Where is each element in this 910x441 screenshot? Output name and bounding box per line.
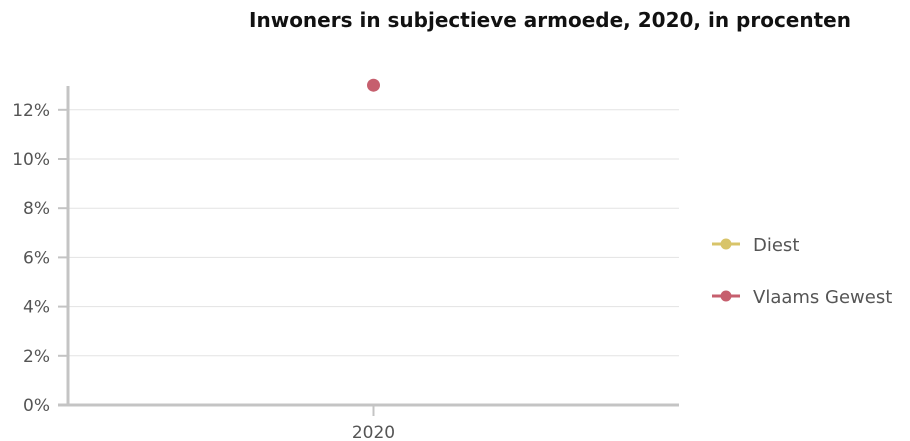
y-tick-label: 6% (23, 248, 50, 268)
data-points (367, 78, 380, 92)
chart-title: Inwoners in subjectieve armoede, 2020, i… (249, 8, 851, 32)
gridlines (68, 109, 679, 357)
y-axis-ticks: 0% 2% 4% 6% 8% 10% 12% (12, 101, 68, 416)
legend-item-vlaams-gewest[interactable]: Vlaams Gewest (712, 287, 892, 308)
x-axis-ticks: 2020 (352, 405, 395, 441)
y-tick-label: 2% (23, 347, 50, 367)
y-tick-label: 10% (12, 150, 50, 170)
legend-marker (720, 238, 732, 250)
legend-item-diest[interactable]: Diest (712, 235, 799, 256)
legend-label: Vlaams Gewest (753, 287, 892, 308)
y-tick-label: 12% (12, 101, 50, 121)
legend: Diest Vlaams Gewest (712, 235, 892, 308)
legend-marker (720, 290, 732, 302)
axes (58, 86, 679, 407)
y-tick-label: 4% (23, 298, 50, 318)
y-tick-label: 0% (23, 396, 50, 416)
y-tick-label: 8% (23, 199, 50, 219)
data-point-vlaams-gewest[interactable] (367, 78, 380, 92)
x-tick-label: 2020 (352, 423, 395, 441)
legend-label: Diest (753, 235, 799, 256)
